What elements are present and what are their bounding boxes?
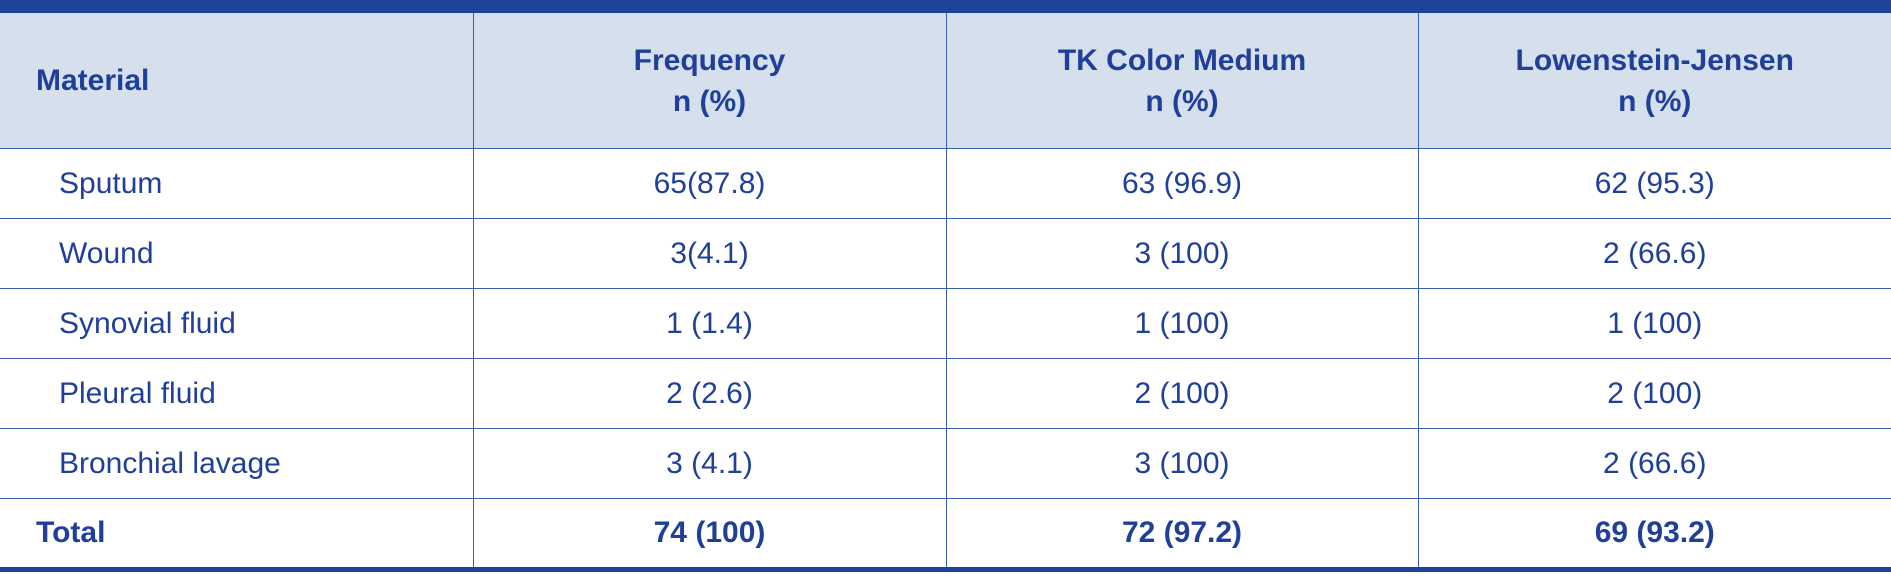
cell-material: Pleural fluid (0, 358, 474, 429)
header-frequency-label: Frequency (633, 43, 786, 77)
cell-tk: 3 (100) (945, 428, 1419, 499)
cell-tk: 2 (100) (945, 358, 1419, 429)
results-table: Material Frequency n (%) TK Color Medium… (0, 13, 1891, 567)
cell-frequency: 1 (1.4) (472, 288, 947, 359)
table-header: Material Frequency n (%) TK Color Medium… (0, 13, 1891, 149)
total-tk: 72 (97.2) (945, 498, 1419, 567)
table-row: Pleural fluid 2 (2.6) 2 (100) 2 (100) (0, 358, 1891, 429)
cell-frequency: 3 (4.1) (472, 428, 947, 499)
header-tk-unit: n (%) (1145, 84, 1219, 118)
cell-material: Sputum (0, 148, 474, 219)
table-body: Sputum 65(87.8) 63 (96.9) 62 (95.3) Woun… (0, 148, 1891, 567)
cell-lj: 62 (95.3) (1417, 148, 1891, 219)
header-material-label: Material (36, 64, 150, 97)
header-lj-label: Lowenstein-Jensen (1515, 43, 1794, 77)
header-tk-color-medium: TK Color Medium n (%) (945, 13, 1419, 149)
cell-tk: 1 (100) (945, 288, 1419, 359)
header-tk-label: TK Color Medium (1057, 43, 1307, 77)
header-row: Material Frequency n (%) TK Color Medium… (0, 13, 1891, 149)
cell-lj: 2 (100) (1417, 358, 1891, 429)
cell-lj: 1 (100) (1417, 288, 1891, 359)
table-row: Synovial fluid 1 (1.4) 1 (100) 1 (100) (0, 288, 1891, 359)
cell-frequency: 65(87.8) (472, 148, 947, 219)
header-lowenstein-jensen: Lowenstein-Jensen n (%) (1417, 13, 1891, 149)
header-lj-unit: n (%) (1618, 84, 1692, 118)
total-row: Total 74 (100) 72 (97.2) 69 (93.2) (0, 498, 1891, 567)
cell-material: Bronchial lavage (0, 428, 474, 499)
total-label: Total (0, 498, 474, 567)
cell-tk: 3 (100) (945, 218, 1419, 289)
cell-tk: 63 (96.9) (945, 148, 1419, 219)
cell-material: Synovial fluid (0, 288, 474, 359)
header-frequency-unit: n (%) (672, 84, 747, 118)
table-row: Bronchial lavage 3 (4.1) 3 (100) 2 (66.6… (0, 428, 1891, 499)
table-row: Sputum 65(87.8) 63 (96.9) 62 (95.3) (0, 148, 1891, 219)
total-frequency: 74 (100) (472, 498, 947, 567)
cell-lj: 2 (66.6) (1417, 218, 1891, 289)
cell-frequency: 3(4.1) (472, 218, 947, 289)
cell-frequency: 2 (2.6) (472, 358, 947, 429)
header-frequency: Frequency n (%) (472, 13, 947, 149)
total-lj: 69 (93.2) (1417, 498, 1891, 567)
cell-lj: 2 (66.6) (1417, 428, 1891, 499)
header-material: Material (0, 13, 474, 149)
table-row: Wound 3(4.1) 3 (100) 2 (66.6) (0, 218, 1891, 289)
cell-material: Wound (0, 218, 474, 289)
